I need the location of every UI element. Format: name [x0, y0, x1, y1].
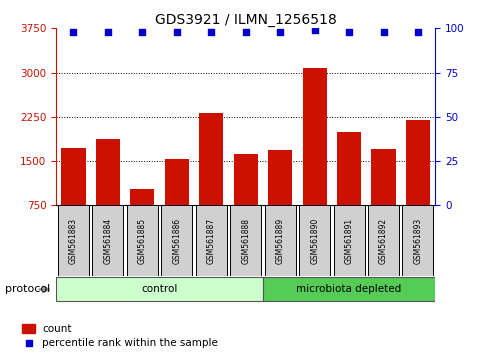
Text: GSM561885: GSM561885	[138, 218, 146, 264]
Text: control: control	[141, 284, 178, 295]
Bar	[405, 120, 429, 205]
Text: GSM561884: GSM561884	[103, 218, 112, 264]
Point	[138, 29, 146, 35]
Text: GSM561887: GSM561887	[206, 218, 215, 264]
Point	[173, 29, 181, 35]
Text: GSM561883: GSM561883	[69, 218, 78, 264]
Text: count: count	[42, 324, 71, 334]
Bar	[56, 278, 263, 301]
Text: GSM561888: GSM561888	[241, 218, 250, 264]
Title: GDS3921 / ILMN_1256518: GDS3921 / ILMN_1256518	[155, 13, 336, 27]
Point	[379, 29, 386, 35]
Bar	[402, 205, 432, 276]
Bar	[61, 148, 85, 205]
Point	[24, 341, 32, 346]
Point	[276, 29, 284, 35]
Bar	[263, 278, 434, 301]
Bar	[126, 205, 158, 276]
Bar	[264, 205, 295, 276]
Text: GSM561892: GSM561892	[378, 218, 387, 264]
Bar	[199, 113, 223, 205]
Bar	[92, 205, 123, 276]
Bar	[58, 205, 89, 276]
Text: microbiota depleted: microbiota depleted	[296, 284, 401, 295]
Text: protocol: protocol	[5, 284, 50, 295]
Point	[207, 29, 215, 35]
Bar	[336, 132, 361, 205]
Point	[242, 29, 249, 35]
Bar	[299, 205, 329, 276]
Bar	[161, 205, 192, 276]
Bar	[371, 149, 395, 205]
Bar	[367, 205, 398, 276]
Point	[345, 29, 352, 35]
Text: GSM561890: GSM561890	[309, 218, 319, 264]
Point	[69, 29, 77, 35]
Bar	[195, 205, 226, 276]
Bar	[164, 159, 188, 205]
Text: GSM561889: GSM561889	[275, 218, 284, 264]
Point	[310, 27, 318, 33]
Text: GSM561886: GSM561886	[172, 218, 181, 264]
Text: GSM561891: GSM561891	[344, 218, 353, 264]
Bar	[230, 205, 261, 276]
Bar	[302, 68, 326, 205]
Text: GSM561893: GSM561893	[413, 218, 422, 264]
Point	[413, 29, 421, 35]
Bar	[333, 205, 364, 276]
Text: percentile rank within the sample: percentile rank within the sample	[42, 338, 218, 348]
Bar	[96, 139, 120, 205]
Bar	[130, 189, 154, 205]
Bar	[22, 324, 35, 333]
Point	[104, 29, 112, 35]
Bar	[233, 154, 257, 205]
Bar	[267, 150, 292, 205]
